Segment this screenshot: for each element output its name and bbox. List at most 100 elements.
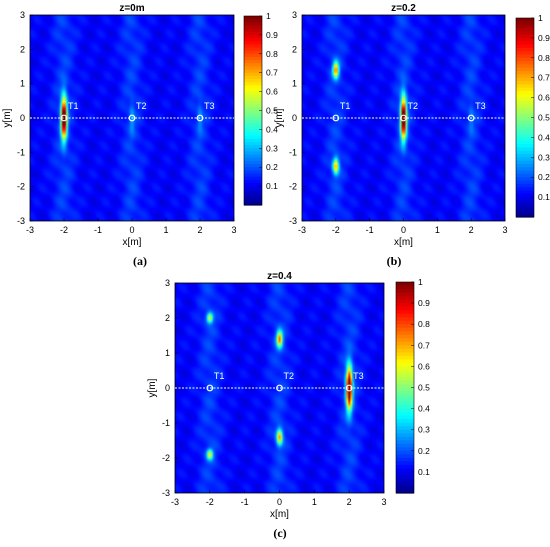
- colorbar-segment: [396, 471, 414, 477]
- colorbar-tick-label: 0.1: [538, 192, 550, 202]
- colorbar-segment: [244, 69, 262, 74]
- x-tick-label: 0: [129, 225, 134, 235]
- colorbar-tick-label: 0.7: [538, 73, 550, 83]
- colorbar-segment: [244, 167, 262, 171]
- colorbar-segment: [396, 313, 414, 318]
- colorbar-segment: [516, 163, 534, 168]
- colorbar-segment: [396, 464, 414, 469]
- panel-title: z=0m: [119, 3, 144, 14]
- colorbar-segment: [516, 170, 534, 175]
- colorbar-segment: [516, 61, 534, 66]
- y-tick-label: 2: [292, 44, 297, 54]
- colorbar-segment: [396, 292, 414, 297]
- colorbar-segment: [396, 383, 414, 389]
- colorbar-segment: [396, 355, 414, 360]
- panel-caption: (a): [133, 254, 147, 268]
- y-tick-label: -2: [162, 453, 170, 463]
- colorbar-segment: [516, 127, 534, 132]
- target-label: T2: [408, 101, 419, 111]
- colorbar-segment: [516, 34, 534, 39]
- colorbar-segment: [516, 120, 534, 125]
- colorbar-tick-label: 0.2: [538, 172, 550, 182]
- colorbar-segment: [396, 408, 414, 413]
- y-axis-label: y[m]: [2, 108, 13, 127]
- y-tick-label: 0: [20, 113, 25, 123]
- y-tick-label: -3: [17, 216, 25, 226]
- colorbar-tick-label: 0.1: [266, 181, 278, 191]
- colorbar-segment: [396, 334, 414, 339]
- colorbar-segment: [516, 150, 534, 155]
- colorbar-tick-label: 0.9: [266, 30, 278, 40]
- target-marker: [345, 384, 353, 392]
- colorbar-segment: [396, 366, 414, 371]
- colorbar-segment: [516, 187, 534, 192]
- colorbar-segment: [244, 60, 262, 64]
- y-tick-label: 1: [165, 348, 170, 358]
- colorbar-segment: [396, 485, 414, 491]
- colorbar-segment: [396, 306, 414, 311]
- target-marker: [128, 114, 136, 122]
- colorbar-segment: [244, 145, 262, 149]
- colorbar-segment: [516, 107, 534, 112]
- colorbar-segment: [244, 34, 262, 39]
- colorbar-tick-label: 0.6: [418, 361, 430, 371]
- colorbar-segment: [516, 193, 534, 198]
- colorbar-segment: [396, 376, 414, 382]
- colorbar-segment: [396, 461, 414, 466]
- colorbar-segment: [396, 324, 414, 329]
- colorbar-segment: [396, 369, 414, 375]
- colorbar-tick-label: 1: [418, 277, 423, 287]
- target-label: T3: [475, 101, 486, 111]
- colorbar-segment: [516, 64, 534, 69]
- colorbar-tick-label: 1: [538, 13, 543, 23]
- colorbar-segment: [516, 77, 534, 82]
- colorbar-segment: [396, 289, 414, 294]
- colorbar-segment: [516, 140, 534, 145]
- colorbar-segment: [244, 148, 262, 153]
- colorbar-segment: [396, 468, 414, 473]
- colorbar-segment: [516, 37, 534, 42]
- colorbar-segment: [516, 71, 534, 75]
- colorbar-segment: [396, 478, 414, 484]
- colorbar-segment: [244, 164, 262, 168]
- colorbar-segment: [516, 173, 534, 178]
- colorbar-segment: [516, 51, 534, 56]
- colorbar-tick-label: 0.7: [266, 68, 278, 78]
- colorbar-segment: [244, 31, 262, 36]
- y-axis-label: y[m]: [274, 108, 285, 127]
- colorbar-segment: [244, 142, 262, 146]
- x-tick-label: -1: [241, 497, 249, 507]
- colorbar-segment: [516, 104, 534, 109]
- colorbar-segment: [396, 429, 414, 434]
- colorbar-segment: [244, 116, 262, 121]
- colorbar-segment: [396, 436, 414, 441]
- colorbar-segment: [244, 170, 262, 175]
- colorbar-tick-label: 0.5: [266, 106, 278, 116]
- heatmap-panel-2: -3 -2 -1 0 1 2 3 3 2 1 0 -1 -2 -3 x[m] y[m] z=0.2 T1 T2 T3 1…: [274, 3, 550, 268]
- colorbar-segment: [244, 19, 262, 23]
- target-marker: [60, 114, 68, 122]
- colorbar-segment: [516, 200, 534, 205]
- colorbar-segment: [516, 81, 534, 85]
- colorbar-segment: [244, 66, 262, 71]
- colorbar-segment: [396, 412, 414, 417]
- colorbar-segment: [396, 327, 414, 332]
- x-tick-label: -1: [94, 225, 102, 235]
- x-tick-label: 1: [163, 225, 168, 235]
- target-label: T2: [136, 101, 147, 111]
- target-marker: [276, 384, 283, 392]
- colorbar-segment: [516, 84, 534, 89]
- heatmap-panel-1: -3 -2 -1 0 1 2 3 3 2 1 0 -1 -2 -3 x[m] y[m] z=0m T1 T2 T3 1 0…: [2, 3, 278, 268]
- colorbar-segment: [516, 144, 534, 148]
- target-label: T3: [353, 371, 364, 381]
- panel-caption: (c): [273, 526, 286, 540]
- y-tick-label: -3: [289, 216, 297, 226]
- colorbar-segment: [396, 450, 414, 455]
- y-tick-label: 0: [165, 383, 170, 393]
- colorbar-segment: [396, 331, 414, 336]
- colorbar-segment: [516, 110, 534, 115]
- x-tick-label: 0: [401, 225, 406, 235]
- colorbar-segment: [516, 130, 534, 135]
- y-tick-label: -3: [162, 488, 170, 498]
- colorbar-segment: [244, 85, 262, 90]
